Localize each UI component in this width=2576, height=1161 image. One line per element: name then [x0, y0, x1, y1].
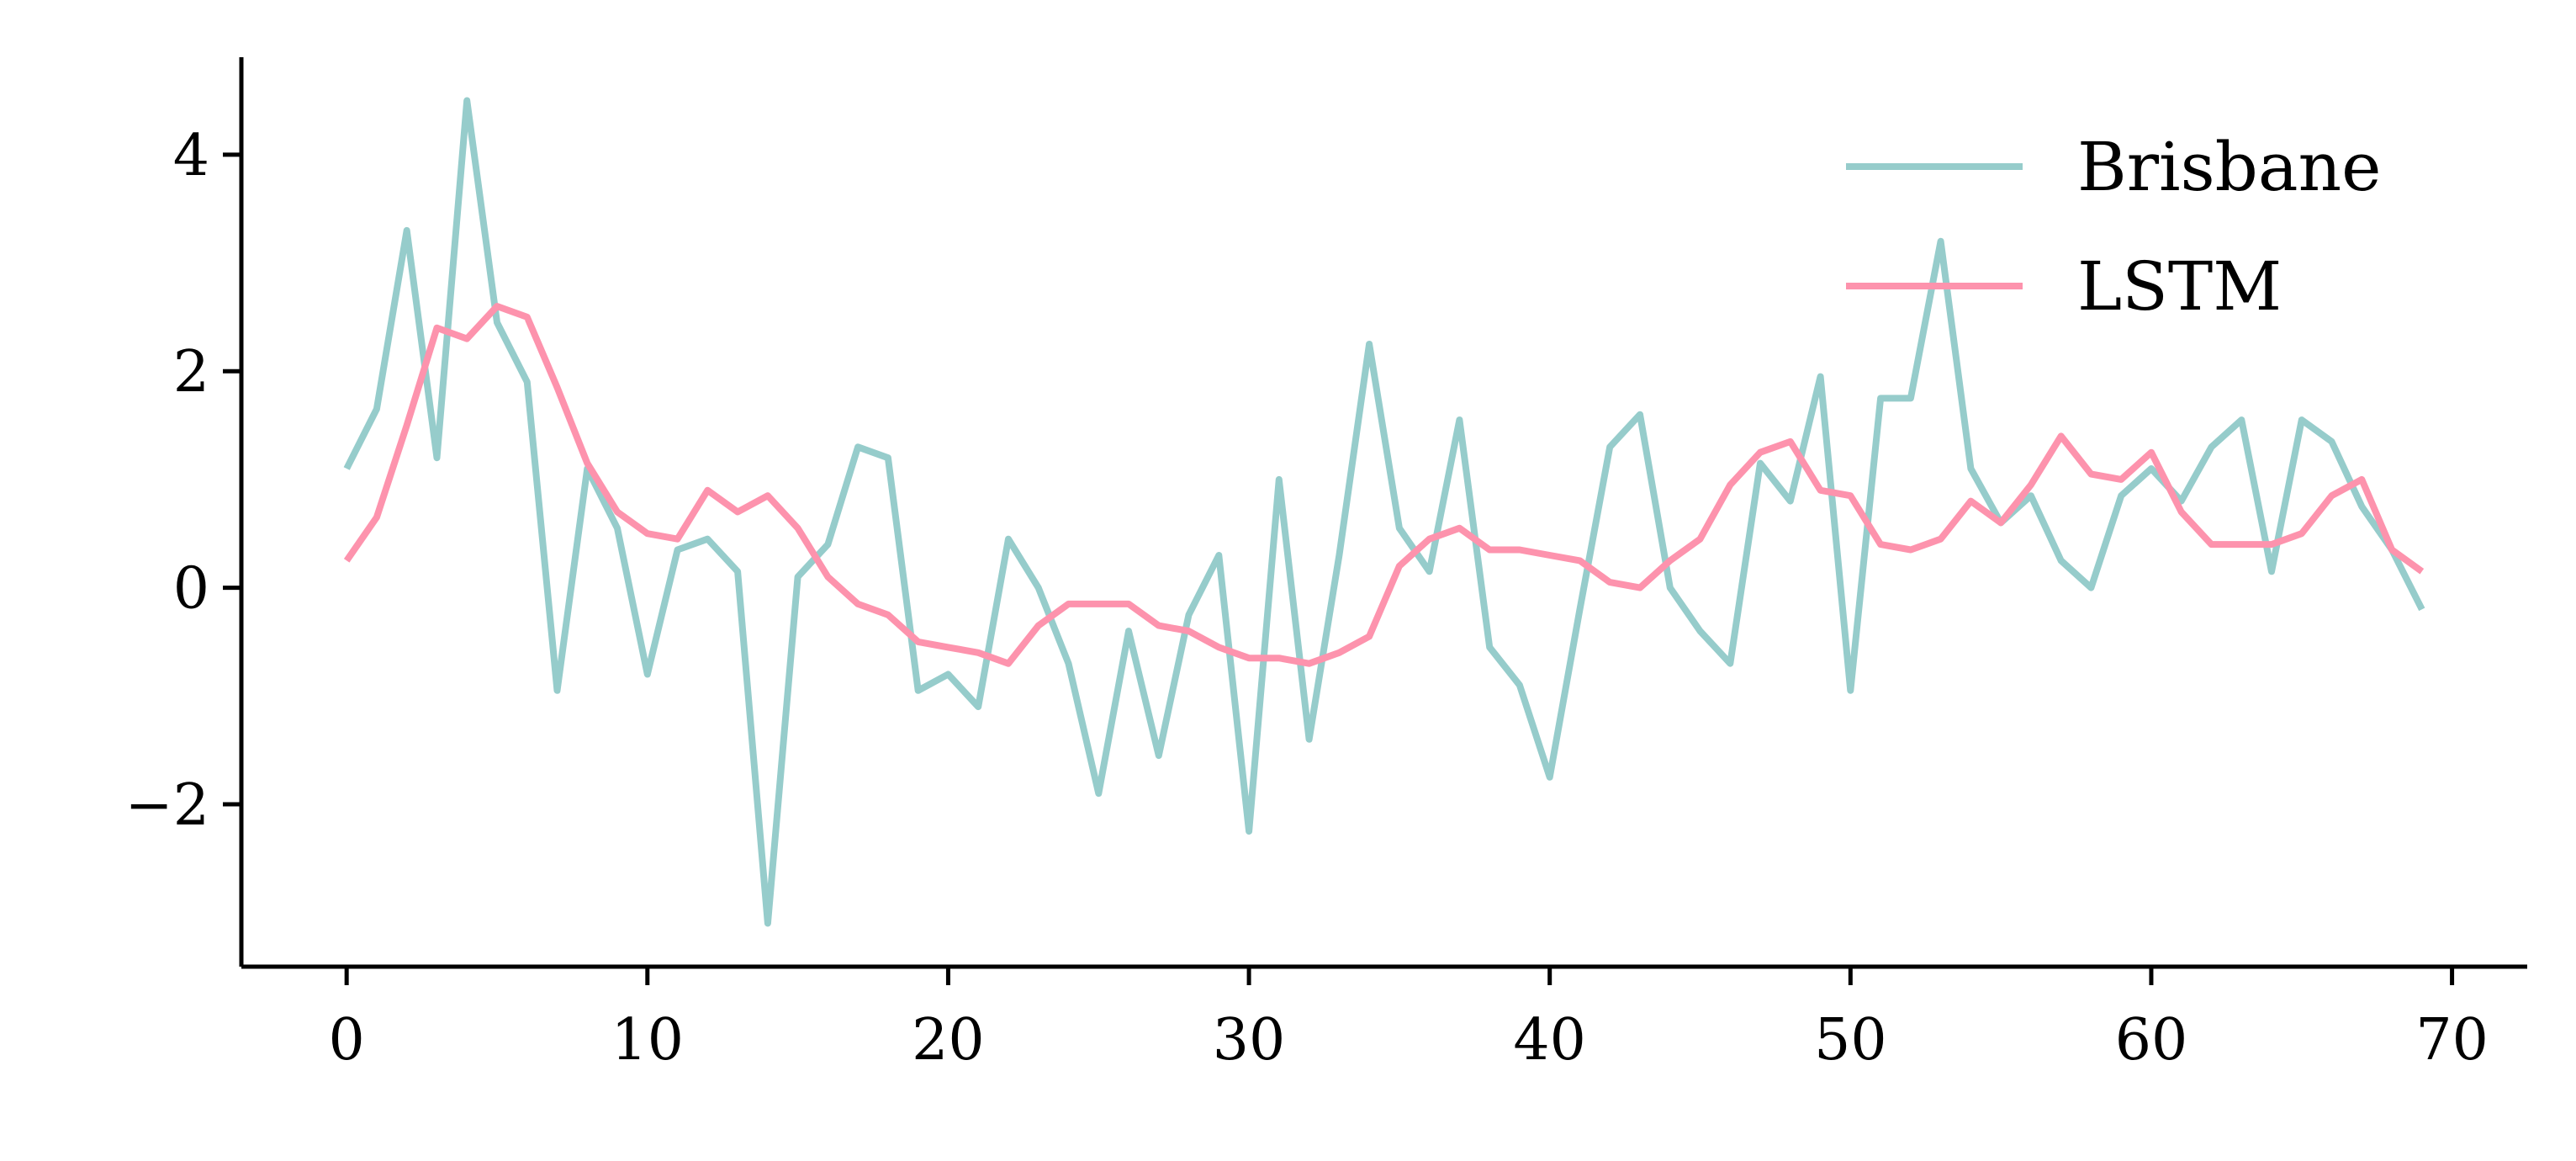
x-tick-label: 10	[611, 1007, 685, 1074]
x-tick-label: 0	[329, 1007, 365, 1074]
y-tick-label: 4	[173, 123, 209, 189]
legend-label-brisbane: Brisbane	[2077, 128, 2381, 206]
y-tick-label: 0	[173, 556, 209, 623]
y-tick-label: 2	[173, 339, 209, 406]
legend: Brisbane LSTM	[1846, 128, 2381, 326]
x-tick-label: 40	[1513, 1007, 1586, 1074]
series-line-lstm	[343, 303, 2425, 667]
x-tick-label: 20	[912, 1007, 985, 1074]
x-tick-label: 60	[2115, 1007, 2188, 1074]
ticks: 0 10 20 30 40 50 60 70 −2 0 2 4	[125, 123, 2489, 1074]
x-tick-label: 70	[2415, 1007, 2489, 1074]
series-line-brisbane	[343, 97, 2425, 927]
x-tick-label: 30	[1213, 1007, 1286, 1074]
y-tick-label: −2	[125, 772, 209, 839]
axes	[239, 57, 2527, 969]
series-layer	[343, 97, 2425, 927]
legend-label-lstm: LSTM	[2077, 247, 2282, 326]
x-tick-label: 50	[1814, 1007, 1887, 1074]
